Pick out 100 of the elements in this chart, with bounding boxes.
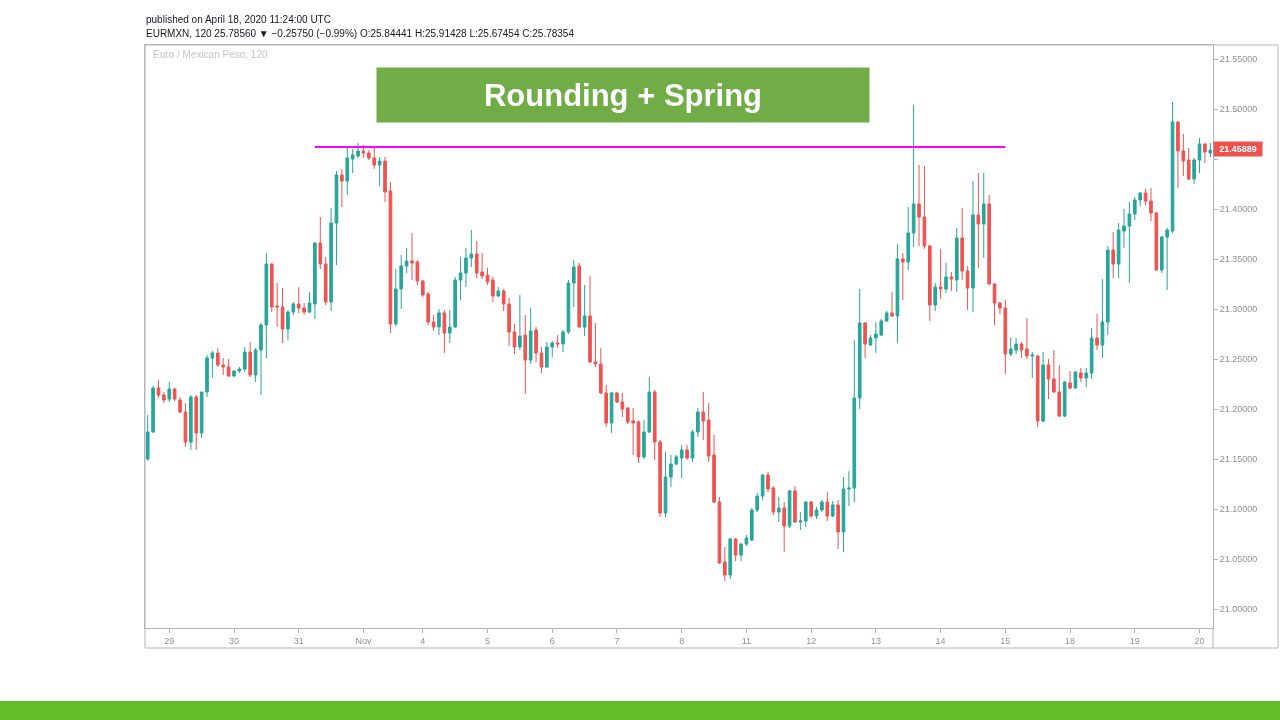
candlestick	[954, 227, 959, 293]
candlestick	[798, 511, 803, 531]
candlestick	[949, 271, 954, 292]
candlestick	[760, 473, 765, 501]
candlestick	[1068, 370, 1072, 390]
candlestick	[890, 291, 894, 318]
candlestick	[1186, 147, 1191, 181]
candlestick	[803, 500, 808, 528]
y-tick-label: 21.00000	[1219, 604, 1258, 615]
candlestick	[933, 282, 938, 312]
candlestick	[868, 334, 873, 347]
candlestick	[981, 172, 986, 259]
candlestick	[960, 207, 964, 281]
candlestick	[776, 496, 781, 523]
y-tick-label: 21.20000	[1219, 404, 1258, 415]
candlestick	[248, 341, 252, 378]
candlestick	[928, 244, 932, 322]
candlestick	[1111, 231, 1116, 279]
x-tick-label: 14	[935, 635, 946, 646]
candlestick	[1208, 142, 1213, 158]
candlestick	[485, 267, 490, 286]
candlestick	[938, 248, 943, 300]
candlestick	[1197, 137, 1202, 174]
candlestick	[194, 394, 199, 451]
candlestick	[1041, 351, 1045, 423]
candlestick	[577, 262, 582, 329]
candlestick	[1192, 157, 1196, 185]
candlestick	[523, 314, 528, 395]
candlestick	[1030, 351, 1035, 379]
candlestick	[733, 537, 738, 562]
candlestick	[701, 391, 706, 441]
candlestick	[609, 391, 614, 434]
candlestick	[329, 207, 333, 312]
x-tick-label: 29	[164, 635, 175, 646]
x-tick-label: 19	[1129, 635, 1140, 646]
candlestick	[318, 216, 323, 270]
candlestick	[572, 259, 576, 308]
y-tick-label: 21.10000	[1219, 504, 1258, 515]
candlestick	[518, 294, 522, 351]
candlestick	[280, 287, 285, 344]
candlestick	[944, 262, 948, 294]
y-tick-label: 21.15000	[1219, 454, 1258, 465]
candlestick	[189, 394, 193, 451]
candlestick	[340, 168, 344, 208]
candlestick	[1035, 354, 1040, 428]
candlestick	[911, 104, 916, 248]
candlestick	[377, 156, 382, 187]
y-tick-label: 21.25000	[1219, 354, 1258, 365]
annotation: Euro / Mexican Peso, 120	[153, 49, 268, 60]
x-tick-label: Nov	[355, 635, 372, 646]
x-tick-label: 12	[806, 635, 817, 646]
candlestick	[836, 499, 840, 550]
x-tick-label: 4	[420, 635, 426, 646]
x-tick-label: 13	[870, 635, 881, 646]
candlestick	[971, 180, 975, 313]
candlestick	[1170, 101, 1175, 234]
candlestick	[555, 334, 560, 349]
candlestick	[679, 444, 684, 479]
candlestick	[965, 265, 970, 311]
candlestick	[442, 309, 447, 354]
candlestick	[696, 407, 700, 438]
candlestick	[156, 379, 161, 399]
candlestick	[361, 144, 366, 159]
y-tick-label: 21.35000	[1219, 254, 1258, 265]
x-tick-label: 7	[614, 635, 620, 646]
candlestick	[167, 381, 172, 403]
candlestick	[334, 170, 339, 266]
candlestick	[313, 241, 317, 320]
y-tick-label: 21.55000	[1219, 54, 1258, 65]
candlestick	[431, 314, 436, 332]
candlestick	[1079, 367, 1083, 383]
candlestick	[830, 500, 835, 518]
candlestick	[512, 323, 517, 355]
text: EURMXN, 120 25.78560 ▼ −0.25750 (−0.99%) O:25.84441 H:25.91428 L:25.67454 C:25.78354	[146, 28, 575, 39]
text: 21.45889	[1219, 144, 1257, 154]
candlestick	[728, 537, 733, 580]
candlestick	[895, 243, 900, 344]
candlestick	[685, 444, 689, 461]
y-tick-label: 21.40000	[1219, 204, 1258, 215]
candlestick	[1089, 327, 1094, 380]
candlestick	[1025, 317, 1029, 360]
candlestick	[987, 194, 991, 286]
candlestick	[1019, 341, 1024, 359]
candlestick	[1106, 245, 1110, 336]
candlestick	[782, 501, 786, 553]
candlestick	[437, 308, 441, 336]
candlestick	[582, 284, 587, 337]
candlestick	[857, 288, 862, 410]
candlestick	[491, 276, 495, 303]
y-tick-label: 21.50000	[1219, 104, 1258, 115]
candlestick	[496, 286, 501, 298]
x-tick-label: 6	[549, 635, 555, 646]
x-tick-label: 5	[485, 635, 491, 646]
text: Rounding + Spring	[483, 77, 763, 113]
y-tick-label: 21.05000	[1219, 554, 1258, 565]
x-tick-label: 31	[293, 635, 304, 646]
candlestick	[809, 500, 813, 519]
candlestick	[1203, 142, 1207, 164]
candlestick	[636, 419, 641, 464]
x-tick-label: 8	[679, 635, 685, 646]
